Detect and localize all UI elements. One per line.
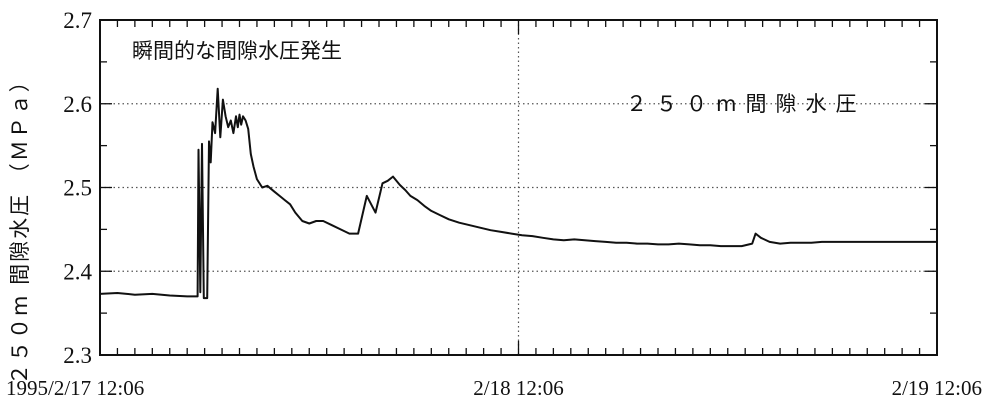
- y-tick-label: 2.5: [63, 176, 92, 201]
- x-tick-label: 1995/2/17 12:06: [6, 376, 144, 400]
- y-tick-label: 2.6: [63, 92, 92, 117]
- x-tick-labels: 1995/2/17 12:06 2/18 12:06 2/19 12:06: [6, 376, 982, 400]
- y-tick-label: 2.7: [63, 8, 92, 33]
- grid-lines: [100, 20, 937, 355]
- y-tick-label: 2.4: [63, 259, 92, 284]
- x-tick-label: 2/19 12:06: [892, 376, 982, 400]
- event-annotation: 瞬間的な間隙水圧発生: [132, 39, 342, 63]
- series-line-250m-pore-pressure: [99, 87, 937, 300]
- axis-ticks: [100, 20, 937, 355]
- x-tick-label: 2/18 12:06: [473, 376, 563, 400]
- y-tick-label: 2.3: [63, 343, 92, 368]
- y-tick-labels: 2.3 2.4 2.5 2.6 2.7: [63, 8, 92, 368]
- plot-frame: [99, 19, 938, 356]
- y-axis-label: ２５０m 間隙水圧 （ＭＰａ）: [8, 69, 32, 385]
- series-annotation: ２５０m間隙水圧: [626, 92, 865, 116]
